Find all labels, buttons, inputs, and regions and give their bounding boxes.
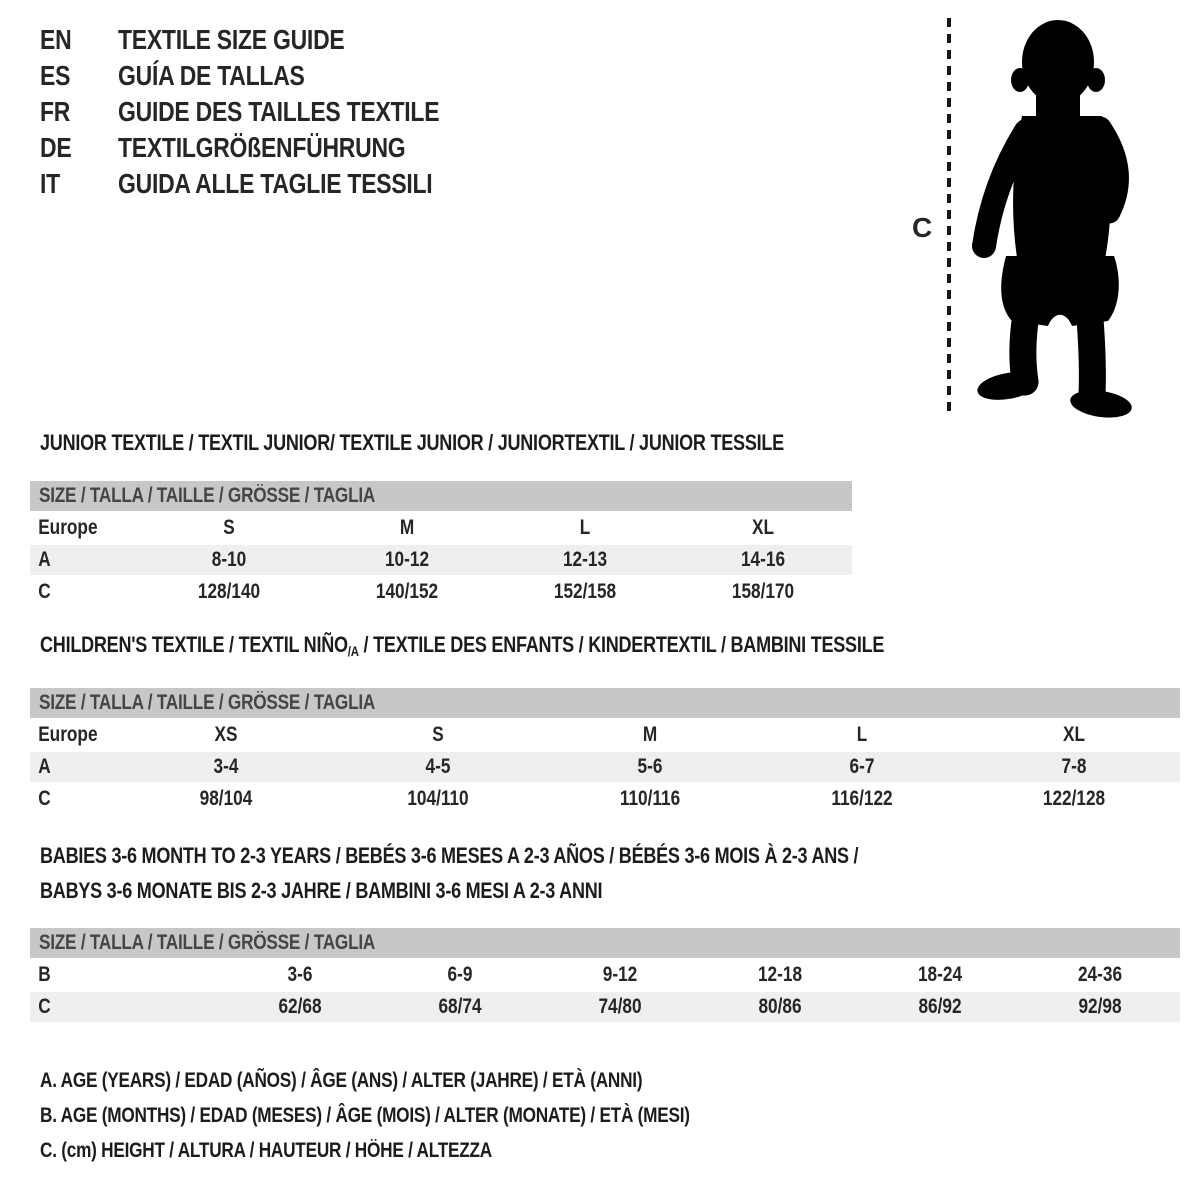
legend: A. AGE (YEARS) / EDAD (AÑOS) / ÂGE (ANS)… — [40, 1063, 832, 1168]
table-cell: 8-10 — [211, 548, 247, 571]
legend-line-b: B. AGE (MONTHS) / EDAD (MESES) / ÂGE (MO… — [40, 1103, 690, 1127]
table-row: A 3-4 4-5 5-6 6-7 7-8 — [30, 752, 1180, 782]
children-section-title: CHILDREN'S TEXTILE / TEXTIL NIÑO/A / TEX… — [40, 632, 885, 659]
size-header-bar: SIZE / TALLA / TAILLE / GRÖSSE / TAGLIA — [30, 481, 852, 511]
table-cell: S — [223, 516, 235, 539]
row-label: C — [38, 995, 51, 1018]
table-cell: 86/92 — [918, 995, 962, 1018]
table-cell: S — [432, 723, 444, 746]
table-cell: 104/110 — [407, 787, 469, 810]
row-label: Europe — [38, 516, 98, 539]
junior-table-rows: Europe S M L XL A 8-10 10-12 12-13 14-16 C 128/140 1… — [30, 513, 852, 609]
table-cell: 3-4 — [213, 755, 239, 778]
table-cell: 62/68 — [278, 995, 322, 1018]
row-label: C — [38, 580, 51, 603]
table-row: Europe XS S M L XL — [30, 720, 1180, 750]
table-cell: 152/158 — [553, 580, 617, 603]
table-cell: 80/86 — [758, 995, 802, 1018]
table-row: Europe S M L XL — [30, 513, 852, 543]
table-cell: L — [856, 723, 868, 746]
junior-section-title: JUNIOR TEXTILE / TEXTIL JUNIOR/ TEXTILE … — [40, 430, 784, 455]
language-row-de: DE TEXTILGRÖßENFÜHRUNG — [40, 130, 510, 166]
language-code: FR — [40, 96, 71, 127]
table-cell: 12-13 — [562, 548, 608, 571]
language-title: GUIDE DES TAILLES TEXTILE — [118, 96, 440, 127]
table-cell: 5-6 — [637, 755, 663, 778]
table-cell: 6-7 — [849, 755, 875, 778]
table-cell: 6-9 — [447, 963, 473, 986]
row-label: A — [38, 548, 51, 571]
toddler-silhouette-icon — [972, 20, 1132, 418]
language-row-es: ES GUÍA DE TALLAS — [40, 58, 510, 94]
table-row: A 8-10 10-12 12-13 14-16 — [30, 545, 852, 575]
table-cell: 18-24 — [917, 963, 963, 986]
language-code: DE — [40, 132, 72, 163]
table-cell: 3-6 — [287, 963, 313, 986]
table-cell: 74/80 — [598, 995, 642, 1018]
size-header-bar: SIZE / TALLA / TAILLE / GRÖSSE / TAGLIA — [30, 688, 1180, 718]
language-header: EN TEXTILE SIZE GUIDE ES GUÍA DE TALLAS … — [40, 22, 510, 202]
table-cell: 140/152 — [375, 580, 439, 603]
language-code: IT — [40, 168, 60, 199]
height-measure-label: C — [912, 212, 933, 243]
table-cell: 128/140 — [197, 580, 261, 603]
table-cell: 158/170 — [731, 580, 795, 603]
babies-table-rows: B 3-6 6-9 9-12 12-18 18-24 24-36 C 62/68 68/74 74/… — [30, 960, 1180, 1024]
language-title: TEXTILGRÖßENFÜHRUNG — [118, 132, 406, 163]
table-cell: 4-5 — [425, 755, 451, 778]
table-row: C 62/68 68/74 74/80 80/86 86/92 92/98 — [30, 992, 1180, 1022]
table-cell: XL — [1062, 723, 1086, 746]
row-label: B — [38, 963, 51, 986]
language-row-fr: FR GUIDE DES TAILLES TEXTILE — [40, 94, 510, 130]
table-cell: 7-8 — [1061, 755, 1087, 778]
row-label: A — [38, 755, 51, 778]
children-table-rows: Europe XS S M L XL A 3-4 4-5 5-6 6-7 7-8 C 98/104 104/… — [30, 720, 1180, 816]
height-measure-line — [947, 18, 951, 416]
table-row: B 3-6 6-9 9-12 12-18 18-24 24-36 — [30, 960, 1180, 990]
legend-line-c: C. (cm) HEIGHT / ALTURA / HAUTEUR / HÖHE… — [40, 1138, 492, 1162]
table-cell: 98/104 — [199, 787, 253, 810]
language-code: ES — [40, 60, 71, 91]
language-title: TEXTILE SIZE GUIDE — [118, 24, 345, 55]
table-cell: M — [399, 516, 415, 539]
language-row-it: IT GUIDA ALLE TAGLIE TESSILI — [40, 166, 510, 202]
table-cell: 110/116 — [619, 787, 681, 810]
table-cell: M — [642, 723, 658, 746]
table-cell: 12-18 — [757, 963, 803, 986]
legend-line-a: A. AGE (YEARS) / EDAD (AÑOS) / ÂGE (ANS)… — [40, 1068, 643, 1092]
table-row: C 98/104 104/110 110/116 116/122 122/128 — [30, 784, 1180, 814]
table-cell: 24-36 — [1077, 963, 1123, 986]
language-title: GUÍA DE TALLAS — [118, 60, 305, 91]
table-cell: 14-16 — [740, 548, 786, 571]
row-label: C — [38, 787, 51, 810]
size-header-bar: SIZE / TALLA / TAILLE / GRÖSSE / TAGLIA — [30, 928, 1180, 958]
table-cell: 116/122 — [831, 787, 893, 810]
babies-section-title: BABIES 3-6 MONTH TO 2-3 YEARS / BEBÉS 3-… — [40, 843, 859, 903]
row-label: Europe — [38, 723, 98, 746]
table-cell: 92/98 — [1078, 995, 1122, 1018]
table-cell: L — [579, 516, 591, 539]
table-cell: 9-12 — [602, 963, 638, 986]
language-row-en: EN TEXTILE SIZE GUIDE — [40, 22, 510, 58]
table-cell: 122/128 — [1042, 787, 1106, 810]
language-title: GUIDA ALLE TAGLIE TESSILI — [118, 168, 433, 199]
language-code: EN — [40, 24, 72, 55]
table-cell: XS — [214, 723, 238, 746]
table-cell: 10-12 — [384, 548, 430, 571]
table-cell: XL — [751, 516, 775, 539]
table-row: C 128/140 140/152 152/158 158/170 — [30, 577, 852, 607]
table-cell: 68/74 — [438, 995, 482, 1018]
